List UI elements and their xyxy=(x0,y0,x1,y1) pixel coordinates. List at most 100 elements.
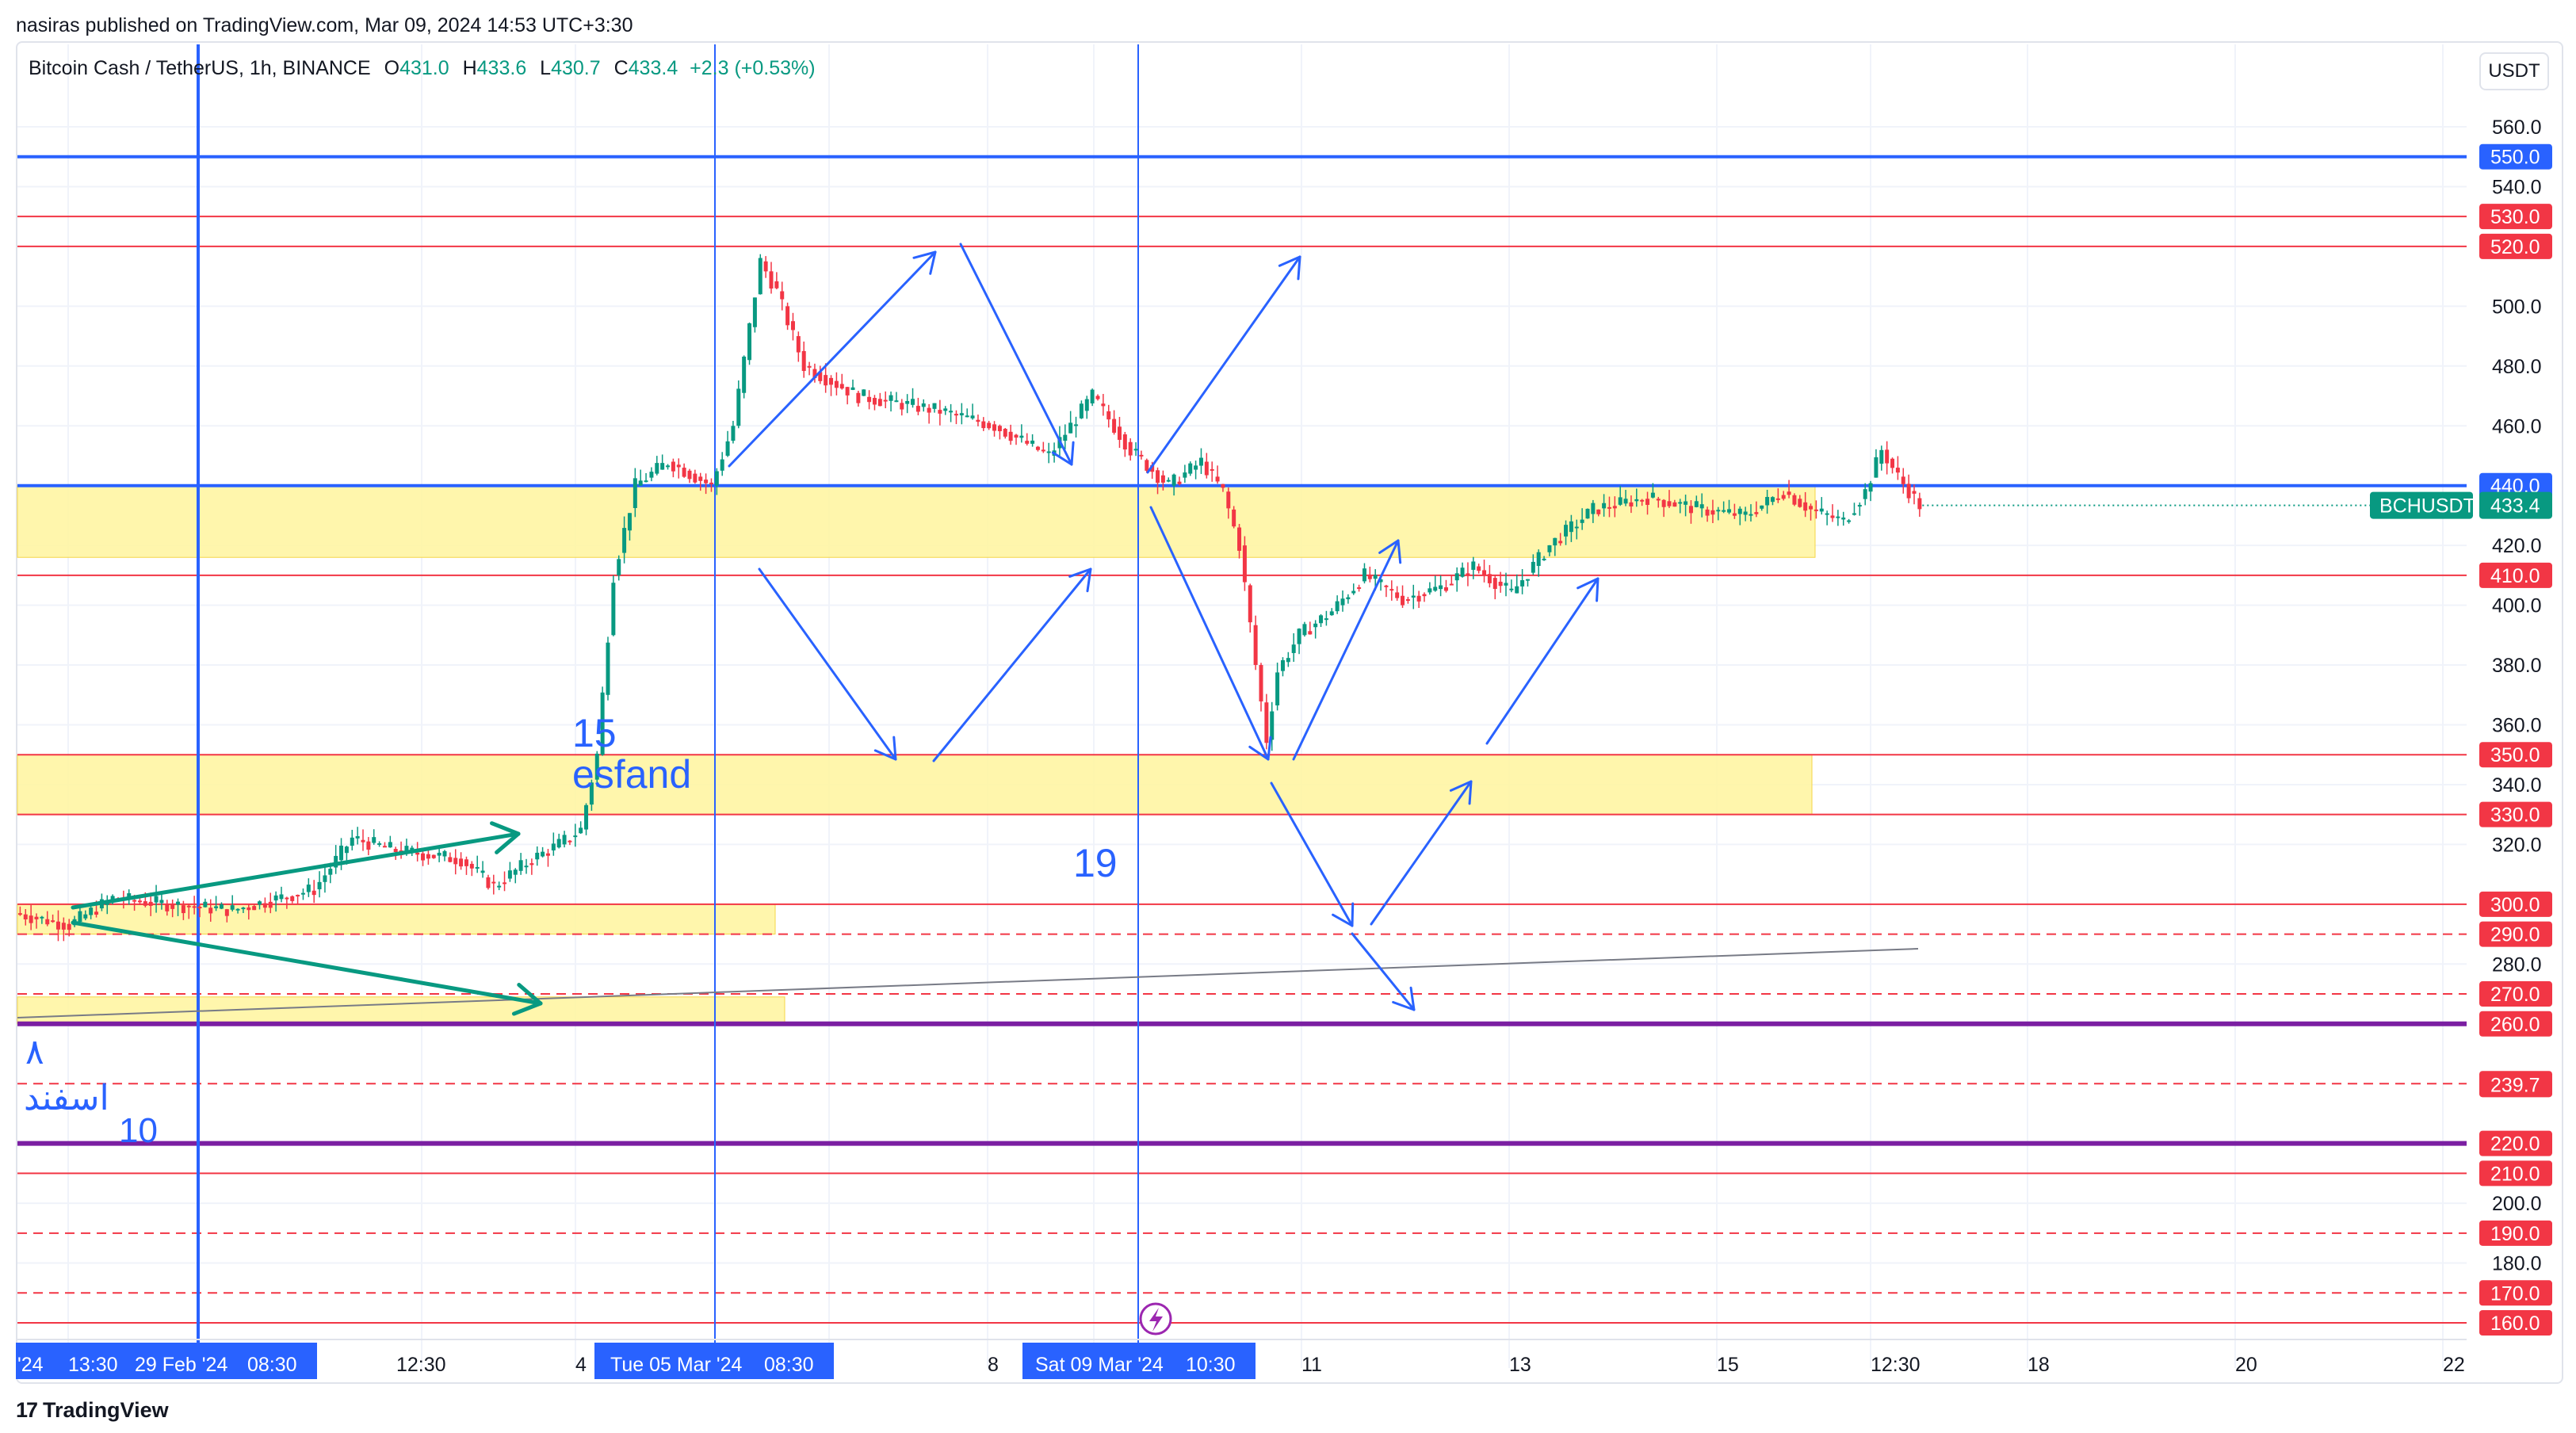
candle-body xyxy=(300,892,305,895)
annotation-esfand-fa[interactable]: اسفند xyxy=(24,1079,109,1118)
candle-body xyxy=(1672,502,1677,507)
forecast-arrow[interactable] xyxy=(959,243,1073,466)
candle-body xyxy=(1906,483,1911,499)
forecast-arrow[interactable] xyxy=(1292,539,1400,761)
price-level-badge[interactable] xyxy=(2479,1280,2552,1306)
forecast-arrow[interactable] xyxy=(1485,577,1599,745)
annotation-day-10[interactable]: 10 xyxy=(119,1111,158,1150)
x-range-highlight[interactable] xyxy=(1022,1343,1256,1379)
candle-body xyxy=(1297,629,1301,644)
price-level-badge[interactable] xyxy=(2479,742,2552,768)
candle-body xyxy=(1830,515,1835,518)
price-level-badge[interactable] xyxy=(2479,1130,2552,1156)
annotation-esfand[interactable]: esfand xyxy=(572,752,692,797)
candle-body xyxy=(1623,499,1628,504)
candle-body xyxy=(682,468,686,477)
symbol-badge[interactable] xyxy=(2370,491,2473,519)
support-zone[interactable] xyxy=(17,996,785,1025)
candle-body xyxy=(1454,573,1459,581)
candle-body xyxy=(285,897,289,900)
symbol-legend[interactable]: Bitcoin Cash / TetherUS, 1h, BINANCE O43… xyxy=(29,57,816,80)
low-value: 430.7 xyxy=(551,57,601,79)
forecast-arrow[interactable] xyxy=(1270,781,1354,927)
candle-body xyxy=(1819,508,1824,512)
trend-line[interactable] xyxy=(17,948,1919,1018)
price-level-badge[interactable] xyxy=(2479,981,2552,1007)
candle-body xyxy=(1487,574,1492,583)
annotation-day-8-fa[interactable]: ۸ xyxy=(25,1033,44,1072)
annotation-day-19[interactable]: 19 xyxy=(1073,841,1118,885)
candle-body xyxy=(154,896,159,903)
forecast-arrow[interactable] xyxy=(728,250,937,468)
candle-body xyxy=(350,837,354,846)
trend-arrow-down[interactable] xyxy=(71,920,543,1006)
forecast-arrow[interactable] xyxy=(1146,255,1301,474)
candle-body xyxy=(317,881,322,889)
candle-body xyxy=(1749,514,1753,516)
candle-body xyxy=(1084,399,1089,411)
currency-button[interactable]: USDT xyxy=(2479,52,2549,90)
forecast-arrow-head xyxy=(1068,567,1092,578)
price-level-badge[interactable] xyxy=(2479,1072,2552,1098)
tradingview-logo[interactable]: 17 TradingView xyxy=(16,1398,169,1423)
support-zone[interactable] xyxy=(17,485,1816,558)
candle-body xyxy=(1542,558,1546,560)
candle-body xyxy=(1204,461,1209,476)
candle-body xyxy=(437,852,441,856)
candle-body xyxy=(1509,588,1514,590)
candle-body xyxy=(666,465,671,468)
forecast-arrow[interactable] xyxy=(1351,932,1416,1011)
price-level-badge[interactable] xyxy=(2479,1220,2552,1246)
price-level-badge[interactable] xyxy=(2479,233,2552,259)
tradingview-logo-icon: 17 xyxy=(16,1398,38,1422)
annotation-day-15[interactable]: 15 xyxy=(572,711,617,755)
price-level-badge[interactable] xyxy=(2479,562,2552,588)
candle-body xyxy=(769,271,774,289)
price-level-badge[interactable] xyxy=(2479,1011,2552,1037)
x-range-highlight[interactable] xyxy=(594,1343,834,1379)
x-range-highlight[interactable] xyxy=(16,1343,317,1379)
candle-body xyxy=(856,392,861,403)
forecast-arrow[interactable] xyxy=(932,567,1092,762)
price-level-badge[interactable] xyxy=(2479,204,2552,230)
candle-body xyxy=(1885,449,1890,464)
candle-body xyxy=(1879,449,1884,464)
candle-body xyxy=(1313,623,1318,628)
price-level-badge[interactable] xyxy=(2479,143,2552,170)
price-level-badge[interactable] xyxy=(2479,1160,2552,1187)
candle-body xyxy=(877,399,882,407)
candle-body xyxy=(1895,468,1900,473)
candle-body xyxy=(1591,503,1596,514)
support-zone[interactable] xyxy=(17,754,1813,816)
forecast-arrow-head xyxy=(1378,539,1400,554)
candle-body xyxy=(165,904,170,911)
last-price-badge[interactable] xyxy=(2479,491,2552,519)
forecast-arrow[interactable] xyxy=(1149,506,1270,761)
y-tick-label: 200.0 xyxy=(2492,1193,2542,1215)
price-level-label: 410.0 xyxy=(2490,565,2540,587)
forecast-arrow[interactable] xyxy=(1370,780,1473,926)
candle-body xyxy=(611,583,616,636)
price-level-badge[interactable] xyxy=(2479,921,2552,947)
candle-body xyxy=(55,921,60,930)
candle-body xyxy=(1857,505,1862,507)
candle-body xyxy=(1547,545,1552,552)
candle-body xyxy=(1329,611,1334,616)
candle-body xyxy=(382,846,387,848)
price-level-badge[interactable] xyxy=(2479,1310,2552,1336)
candle-body xyxy=(1335,601,1340,612)
price-level-badge[interactable] xyxy=(2479,891,2552,917)
candle-body xyxy=(698,476,703,481)
symbol-name[interactable]: Bitcoin Cash / TetherUS, 1h, BINANCE xyxy=(29,57,371,79)
candle-body xyxy=(649,472,654,478)
price-level-badge[interactable] xyxy=(2479,801,2552,827)
candle-body xyxy=(224,909,229,916)
x-tick-label-highlighted: 08:30 xyxy=(764,1354,814,1376)
forecast-arrow[interactable] xyxy=(758,567,897,761)
forecast-arrow-head xyxy=(1409,986,1416,1011)
trend-arrow-up[interactable] xyxy=(71,831,521,910)
candle-body xyxy=(862,389,866,396)
support-zone[interactable] xyxy=(17,904,776,935)
chart-frame[interactable] xyxy=(16,41,2563,1384)
